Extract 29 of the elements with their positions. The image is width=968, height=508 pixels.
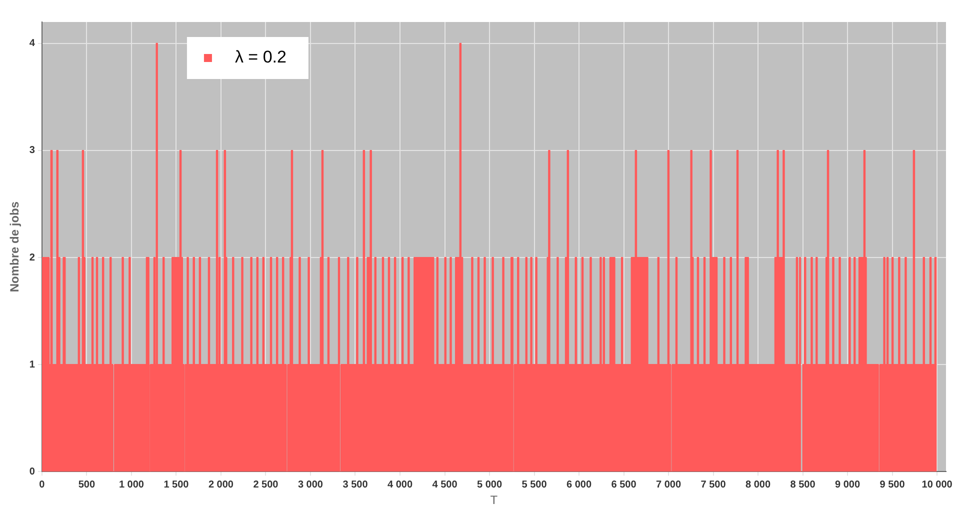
x-tick-label: 1 500: [164, 479, 190, 490]
x-tick-label: 6 000: [566, 479, 592, 490]
x-tick-label: 5 500: [522, 479, 548, 490]
x-tick-label: 2 000: [208, 479, 234, 490]
x-tick-label: 2 500: [253, 479, 279, 490]
y-tick-label: 1: [29, 359, 36, 370]
x-tick-label: 3 000: [298, 479, 324, 490]
y-tick-label: 3: [29, 145, 36, 156]
x-tick-label: 7 000: [656, 479, 682, 490]
x-tick-label: 8 000: [746, 479, 771, 490]
x-tick-label: 1 000: [118, 479, 144, 490]
x-tick-label: 10 000: [922, 479, 953, 490]
x-tick-label: 4 500: [432, 479, 458, 490]
x-tick-label: 0: [39, 479, 46, 490]
x-tick-label: 6 500: [611, 479, 637, 490]
x-tick-label: 500: [78, 479, 96, 490]
x-tick-label: 4 000: [387, 479, 413, 490]
y-tick-label: 0: [29, 466, 36, 478]
x-tick-label: 9 500: [880, 479, 906, 490]
x-tick-label: 9 000: [835, 479, 860, 490]
y-tick-label: 2: [29, 252, 36, 264]
y-axis-title: Nombre de jobs: [8, 201, 22, 292]
x-tick-label: 7 500: [700, 479, 726, 490]
y-tick-label: 4: [29, 38, 36, 50]
x-tick-label: 8 500: [790, 479, 816, 490]
x-axis-title: T: [490, 493, 498, 508]
legend-label: λ = 0.2: [234, 48, 286, 67]
x-tick-label: 3 500: [342, 479, 368, 490]
x-tick-label: 5 000: [476, 479, 502, 490]
